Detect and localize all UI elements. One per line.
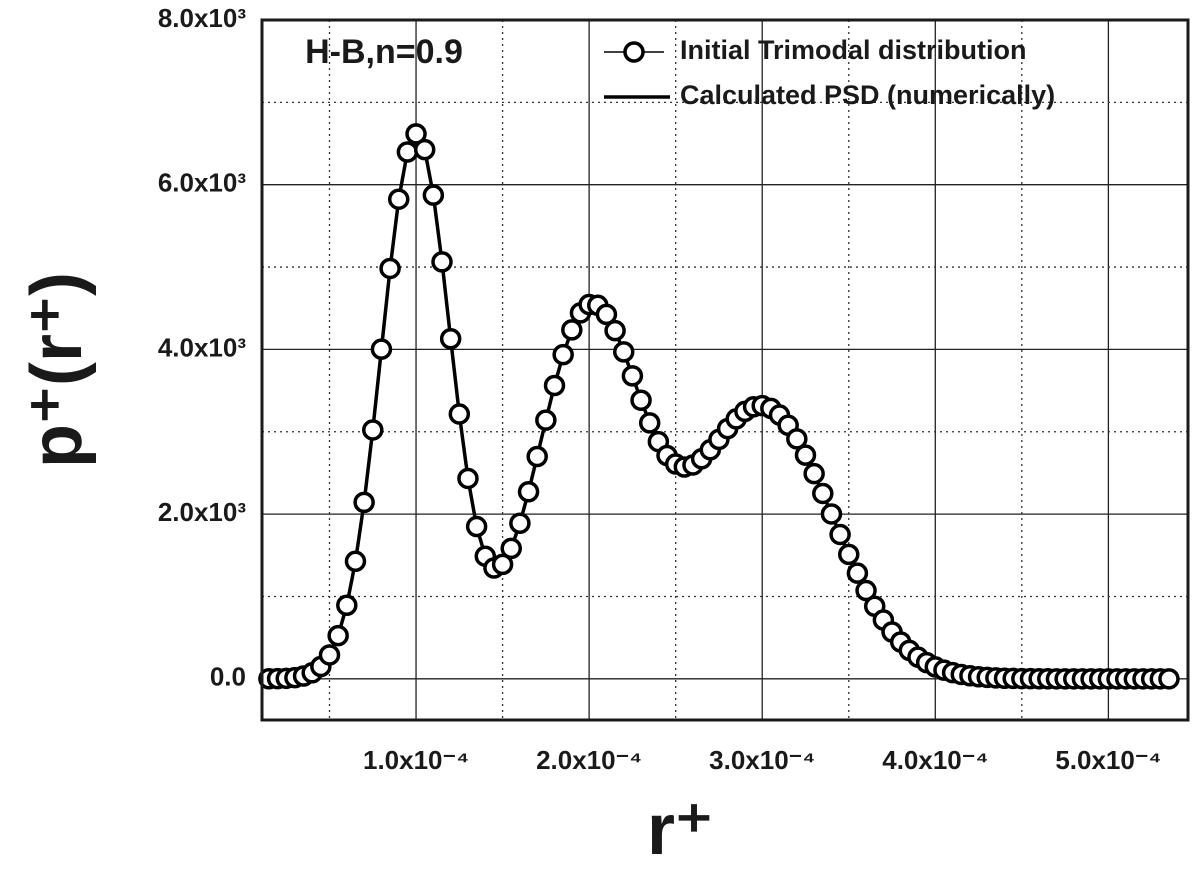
marker bbox=[431, 251, 453, 273]
marker bbox=[465, 515, 488, 538]
marker bbox=[1158, 668, 1180, 690]
y-tick-label: 8.0x10³ bbox=[158, 3, 247, 33]
marker bbox=[500, 537, 522, 560]
y-tick-label: 0.0 bbox=[210, 662, 246, 692]
plot-frame bbox=[260, 18, 1190, 722]
marker bbox=[543, 374, 566, 397]
marker bbox=[396, 141, 419, 163]
legend-label: Initial Trimodal distribution bbox=[680, 35, 1027, 65]
marker bbox=[786, 428, 808, 450]
marker bbox=[621, 365, 644, 387]
marker bbox=[439, 328, 462, 350]
marker bbox=[422, 184, 445, 206]
plot-area bbox=[258, 123, 1180, 690]
legend-label: Calculated PSD (numerically) bbox=[680, 80, 1055, 110]
marker bbox=[344, 550, 367, 573]
marker bbox=[413, 138, 436, 161]
y-tick-label: 6.0x10³ bbox=[158, 168, 247, 198]
marker bbox=[638, 412, 661, 434]
marker bbox=[630, 389, 652, 411]
y-axis-label: p⁺(r⁺) bbox=[17, 272, 97, 468]
x-tick-label: 5.0x10⁻⁴ bbox=[1055, 745, 1161, 775]
marker bbox=[457, 467, 479, 490]
marker bbox=[318, 644, 341, 666]
x-tick-label: 2.0x10⁻⁴ bbox=[536, 745, 642, 775]
marker bbox=[517, 480, 540, 503]
marker bbox=[803, 462, 825, 485]
marker bbox=[838, 543, 860, 566]
marker bbox=[846, 562, 869, 584]
marker bbox=[448, 403, 471, 425]
marker bbox=[595, 303, 618, 326]
x-tick-label: 1.0x10⁻⁴ bbox=[363, 745, 469, 775]
x-tick-label: 3.0x10⁻⁴ bbox=[709, 745, 815, 775]
marker bbox=[561, 319, 583, 341]
y-tick-label: 4.0x10³ bbox=[158, 332, 247, 362]
x-tick-label: 4.0x10⁻⁴ bbox=[882, 745, 988, 775]
marker bbox=[353, 491, 375, 514]
marker bbox=[535, 409, 557, 431]
legend-marker bbox=[623, 41, 645, 63]
marker bbox=[820, 503, 843, 525]
x-axis-label: r⁺ bbox=[647, 790, 713, 870]
marker bbox=[794, 444, 817, 466]
marker bbox=[336, 594, 358, 617]
marker bbox=[327, 624, 349, 647]
marker bbox=[509, 512, 531, 535]
marker bbox=[812, 482, 834, 505]
marker bbox=[387, 188, 410, 210]
annotation: H-B,n=0.9 bbox=[305, 33, 463, 71]
marker bbox=[526, 445, 548, 468]
marker bbox=[491, 553, 514, 576]
marker bbox=[405, 123, 427, 145]
marker bbox=[829, 523, 851, 546]
marker bbox=[379, 257, 401, 280]
marker bbox=[604, 319, 626, 342]
marker bbox=[362, 419, 384, 441]
marker bbox=[612, 341, 635, 363]
marker bbox=[552, 343, 574, 366]
marker bbox=[370, 338, 393, 360]
y-tick-label: 2.0x10³ bbox=[158, 497, 247, 527]
legend: Initial Trimodal distribution Calculated … bbox=[604, 35, 1055, 110]
marker bbox=[855, 579, 877, 602]
